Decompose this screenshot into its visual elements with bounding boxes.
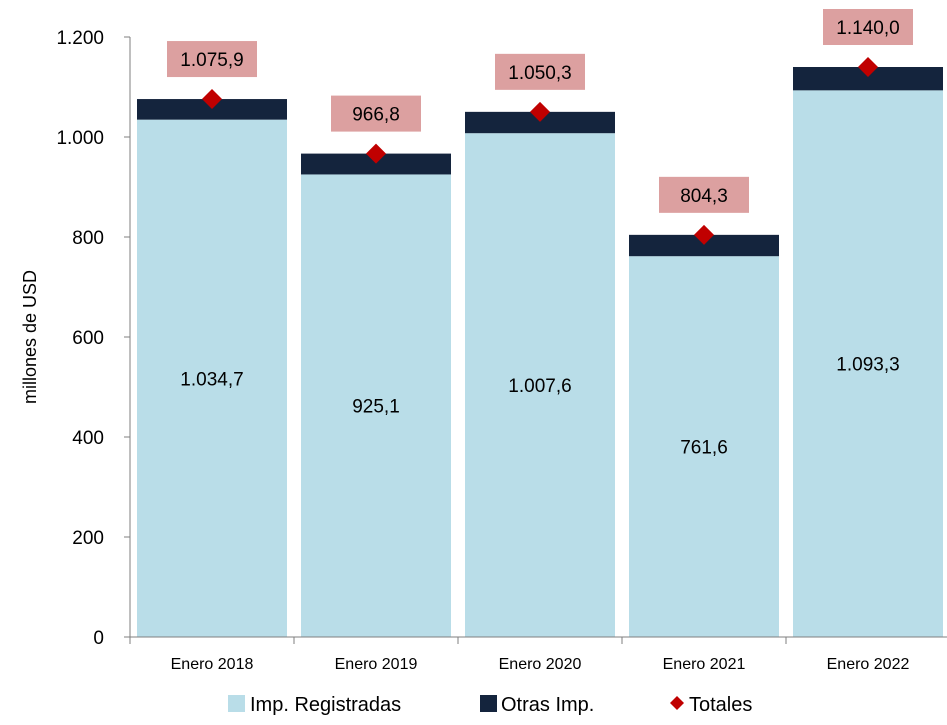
bar-otras-imp xyxy=(793,67,943,91)
x-category-label: Enero 2018 xyxy=(171,656,254,673)
legend-label-otras-imp: Otras Imp. xyxy=(501,694,594,716)
legend-label-imp-registradas: Imp. Registradas xyxy=(250,694,401,716)
y-tick-label: 1.200 xyxy=(56,28,104,49)
total-value-label: 1.140,0 xyxy=(836,18,899,39)
y-tick-label: 600 xyxy=(72,328,104,349)
total-marker xyxy=(694,224,714,245)
total-value-label: 1.050,3 xyxy=(508,63,571,84)
total-label-box xyxy=(331,95,421,132)
total-marker xyxy=(858,57,878,77)
legend-label-totales: Totales xyxy=(689,694,752,716)
x-axis: Enero 2018 Enero 2019 Enero 2020 Enero 2021… xyxy=(129,636,947,673)
legend-swatch-otras-imp xyxy=(480,695,497,712)
y-axis-label: millones de USD xyxy=(20,270,40,404)
bar-otras-imp xyxy=(137,99,287,120)
legend-swatch-imp-registradas xyxy=(228,695,245,712)
total-label-box xyxy=(495,53,585,90)
legend: Imp. Registradas Otras Imp. Totales xyxy=(228,694,752,716)
bar-value-label: 925,1 xyxy=(352,397,400,418)
total-marker xyxy=(366,143,386,164)
bar-imp-registradas xyxy=(137,119,287,637)
bar-value-label: 1.093,3 xyxy=(836,355,899,376)
bar-otras-imp xyxy=(465,111,615,134)
bar-imp-registradas xyxy=(301,174,451,637)
y-tick-label: 0 xyxy=(93,628,104,649)
y-axis: 0 200 400 600 800 1.000 1.200 xyxy=(56,28,131,649)
x-category-label: Enero 2020 xyxy=(499,656,582,673)
bar-imp-registradas xyxy=(793,90,943,638)
bar-value-label: 761,6 xyxy=(680,438,728,459)
y-tick-label: 1.000 xyxy=(56,128,104,149)
y-tick-label: 200 xyxy=(72,528,104,549)
total-value-label: 966,8 xyxy=(352,105,400,126)
bar-imp-registradas xyxy=(629,256,779,637)
bar-imp-registradas xyxy=(465,133,615,637)
bar-value-label: 1.034,7 xyxy=(180,369,243,390)
x-category-label: Enero 2021 xyxy=(663,656,746,673)
total-label-box xyxy=(167,41,257,78)
bar-otras-imp xyxy=(629,234,779,257)
total-marker xyxy=(202,89,222,110)
x-category-label: Enero 2022 xyxy=(827,656,910,673)
total-value-label: 1.075,9 xyxy=(180,50,243,71)
legend-diamond-icon xyxy=(670,696,684,710)
y-tick-label: 400 xyxy=(72,428,104,449)
y-tick-label: 800 xyxy=(72,228,104,249)
bars-group: 1.034,7 1.075,9 925,1 966,8 1.007,6 1.050,3 76… xyxy=(137,9,943,638)
total-label-box xyxy=(823,9,913,45)
total-marker xyxy=(530,101,550,122)
bar-otras-imp xyxy=(301,153,451,175)
x-category-label: Enero 2019 xyxy=(335,656,418,673)
bar-value-label: 1.007,6 xyxy=(508,376,571,397)
total-value-label: 804,3 xyxy=(680,186,728,207)
total-label-box xyxy=(659,176,749,213)
